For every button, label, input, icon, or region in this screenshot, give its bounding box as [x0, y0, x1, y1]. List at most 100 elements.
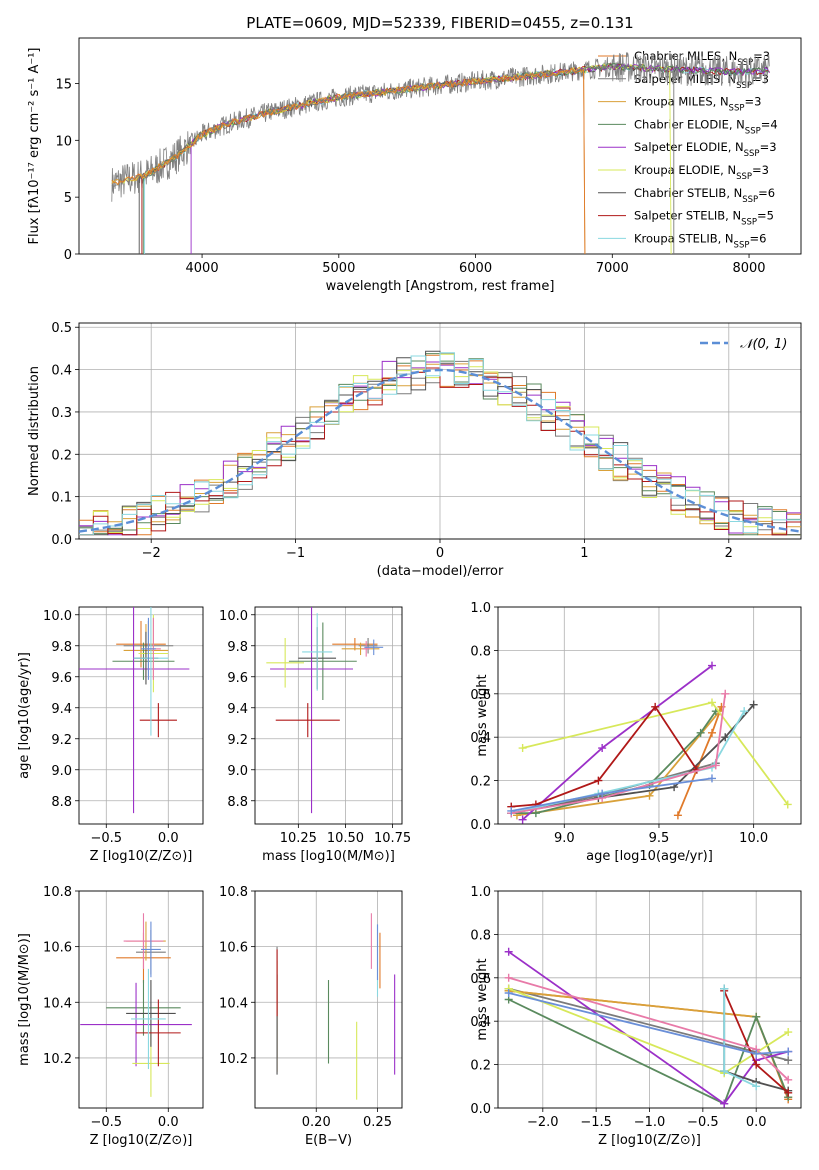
y-tick-label: 9.0 [227, 764, 248, 779]
weight-marker [673, 811, 682, 820]
axes-frame [254, 890, 403, 1109]
observed-spectrum [111, 52, 770, 202]
y-tick-label: 0.6 [470, 688, 491, 703]
y-tick-label: 0.2 [470, 775, 491, 790]
x-tick-label: 10.75 [374, 831, 411, 846]
y-tick-label: 0.4 [51, 364, 72, 379]
x-axis-label: Z [log10(Z/Z⊙)] [90, 849, 193, 864]
model-spectrum-line [144, 64, 769, 254]
y-tick-label: 9.4 [51, 702, 72, 717]
weight-marker [720, 1099, 729, 1108]
weight-marker [721, 733, 730, 742]
y-tick-label: 1.0 [470, 601, 491, 616]
weight-marker [504, 973, 513, 982]
mass-vs-EBV-points [276, 913, 396, 1100]
legend-entry-label: Kroupa ELODIE, NSSP=3 [634, 163, 769, 182]
y-tick-label: 0.0 [470, 818, 491, 833]
model-spectrum-line [190, 63, 770, 254]
x-tick-label: 7000 [596, 261, 629, 276]
age-vs-mass-axes: 10.25 10.50 10.75 8.8 9.0 9.2 9.4 9.6 9.8 10.0 mas… [219, 606, 411, 864]
x-tick-label: 0.0 [158, 1115, 179, 1130]
x-tick-label: −2 [142, 546, 161, 561]
y-tick-label: 9.2 [51, 733, 72, 748]
y-tick-label: 9.8 [227, 640, 248, 655]
y-tick-label: 10.0 [219, 609, 248, 624]
weight-marker [598, 789, 607, 798]
y-tick-label: 10.6 [43, 941, 72, 956]
age-vs-Z-points [79, 607, 190, 814]
y-tick-label: 9.6 [51, 671, 72, 686]
y-tick-label: 0.2 [51, 448, 72, 463]
model-spectrum-line [138, 63, 770, 254]
weight-marker [707, 698, 716, 707]
y-tick-label: 9.4 [227, 702, 248, 717]
weight-marker [721, 689, 730, 698]
x-tick-label: 10.0 [739, 831, 768, 846]
weight-marker [784, 1088, 793, 1097]
weight-series-line [508, 987, 789, 1062]
x-axis-label: wavelength [Angstrom, rest frame] [326, 279, 555, 294]
x-axis-label: Z [log10(Z/Z⊙)] [90, 1133, 193, 1148]
y-tick-label: 10.2 [219, 1052, 248, 1067]
y-tick-label: 9.6 [227, 671, 248, 686]
x-axis-label: mass [log10(M/M⊙)] [262, 849, 395, 864]
y-tick-label: 0.8 [470, 928, 491, 943]
weight-series-line [508, 987, 789, 1075]
weight-marker [507, 806, 516, 815]
y-tick-label: 0.8 [470, 644, 491, 659]
axes-frame [254, 606, 403, 825]
weight-marker [752, 1082, 761, 1091]
legend-entry-label: Chabrier ELODIE, NSSP=4 [634, 117, 778, 136]
x-axis-label: Z [log10(Z/Z⊙)] [598, 1133, 701, 1148]
weight-marker [707, 661, 716, 670]
age-vs-mass-points [266, 607, 384, 814]
residual-y-axis-label: Normed distribution [27, 366, 42, 496]
model-spectrum-line [141, 63, 770, 254]
y-tick-label: 8.8 [51, 795, 72, 810]
y-tick-label: 10 [55, 134, 72, 149]
x-tick-label: 5000 [322, 261, 355, 276]
weight-marker [740, 707, 749, 716]
mass-weight-vs-age-series [507, 661, 792, 824]
legend-entry-label: Kroupa MILES, NSSP=3 [634, 95, 761, 114]
y-tick-label: 0.3 [51, 406, 72, 421]
weight-marker [784, 1028, 793, 1037]
weight-marker [784, 1056, 793, 1065]
x-tick-label: 0.0 [158, 831, 179, 846]
mass-weight-vs-Z-series [504, 947, 793, 1108]
legend-entry-label: Salpeter STELIB, NSSP=5 [634, 209, 774, 228]
x-tick-label: −2.0 [527, 1115, 559, 1130]
weight-series-line [508, 951, 789, 1105]
axes-frame [78, 37, 802, 255]
y-tick-label: 10.6 [219, 941, 248, 956]
x-tick-label: 8000 [732, 261, 765, 276]
x-axis-label: (data−model)/error [377, 564, 504, 579]
spectrum-plot [111, 52, 770, 254]
age-vs-Z-axes: −0.5 0.0 8.8 9.0 9.2 9.4 9.6 9.8 10.0 Z [log10(Z/… [43, 606, 204, 864]
y-tick-label: 0.4 [470, 731, 491, 746]
y-tick-label: 10.0 [43, 609, 72, 624]
x-tick-label: −0.5 [90, 1115, 122, 1130]
axes-frame [78, 322, 802, 540]
legend-entry-label: Kroupa STELIB, NSSP=6 [634, 231, 766, 250]
axes-frame [497, 890, 802, 1109]
legend-entry-label: Salpeter ELODIE, NSSP=3 [634, 140, 777, 159]
weight-marker [752, 1012, 761, 1021]
x-tick-label: 10.25 [280, 831, 317, 846]
residuals-axes: −2 −1 0 1 2 0.0 0.1 0.2 0.3 0.4 0.5 (data−model)/er… [51, 321, 802, 579]
weight-marker [749, 700, 758, 709]
x-tick-label: 0.0 [746, 1115, 767, 1130]
weight-marker [594, 776, 603, 785]
model-spectrum-line [142, 62, 770, 254]
weight-marker [784, 1047, 793, 1056]
weight-marker [651, 702, 660, 711]
y-tick-label: 9.2 [227, 733, 248, 748]
weight-marker [784, 1075, 793, 1084]
axes-frame [497, 606, 802, 825]
x-tick-label: 9.5 [649, 831, 670, 846]
x-tick-label: 9.0 [554, 831, 575, 846]
y-tick-label: 0.4 [470, 1015, 491, 1030]
y-tick-label: 10.8 [219, 885, 248, 900]
weight-series-line [521, 664, 713, 821]
